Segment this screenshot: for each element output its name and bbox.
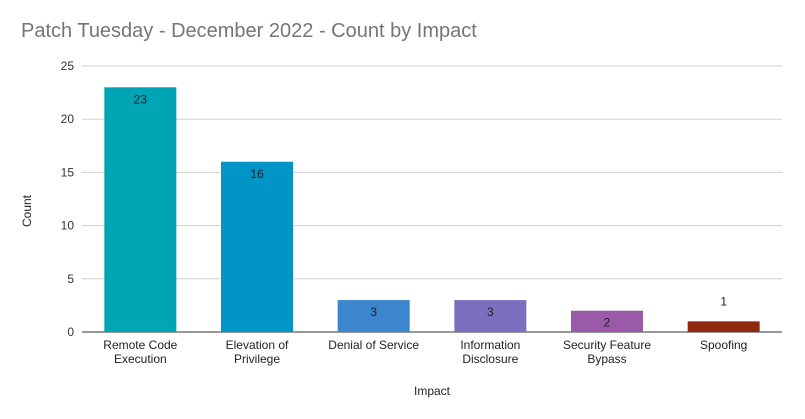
x-tick-label: Execution [114, 352, 167, 366]
data-label: 3 [370, 305, 377, 319]
data-label: 3 [487, 305, 494, 319]
bar [337, 300, 410, 332]
x-tick-label: Elevation of [226, 338, 289, 352]
bar [454, 300, 527, 332]
bar [104, 87, 177, 332]
chart-title: Patch Tuesday - December 2022 - Count by… [21, 20, 477, 42]
x-tick-label: Privilege [234, 352, 280, 366]
bar [687, 321, 760, 332]
data-label: 23 [134, 92, 148, 106]
x-axis-title: Impact [414, 384, 451, 398]
x-tick-label: Denial of Service [328, 338, 419, 352]
x-tick-label: Information [460, 338, 520, 352]
x-tick-label: Remote Code [103, 338, 177, 352]
y-tick-label: 0 [67, 325, 74, 339]
y-tick-label: 10 [61, 219, 75, 233]
x-tick-label: Disclosure [462, 352, 518, 366]
x-tick-label: Bypass [587, 352, 626, 366]
y-axis-title: Count [20, 194, 34, 227]
y-tick-label: 20 [61, 112, 75, 126]
bar [571, 310, 643, 332]
data-label: 2 [604, 316, 611, 330]
y-tick-label: 5 [67, 272, 74, 286]
data-label: 16 [250, 167, 264, 181]
y-tick-label: 25 [61, 59, 75, 73]
bar [221, 161, 293, 332]
x-tick-label: Security Feature [563, 338, 651, 352]
x-tick-label: Spoofing [700, 338, 747, 352]
y-tick-label: 15 [61, 165, 75, 179]
data-label: 1 [720, 294, 727, 308]
